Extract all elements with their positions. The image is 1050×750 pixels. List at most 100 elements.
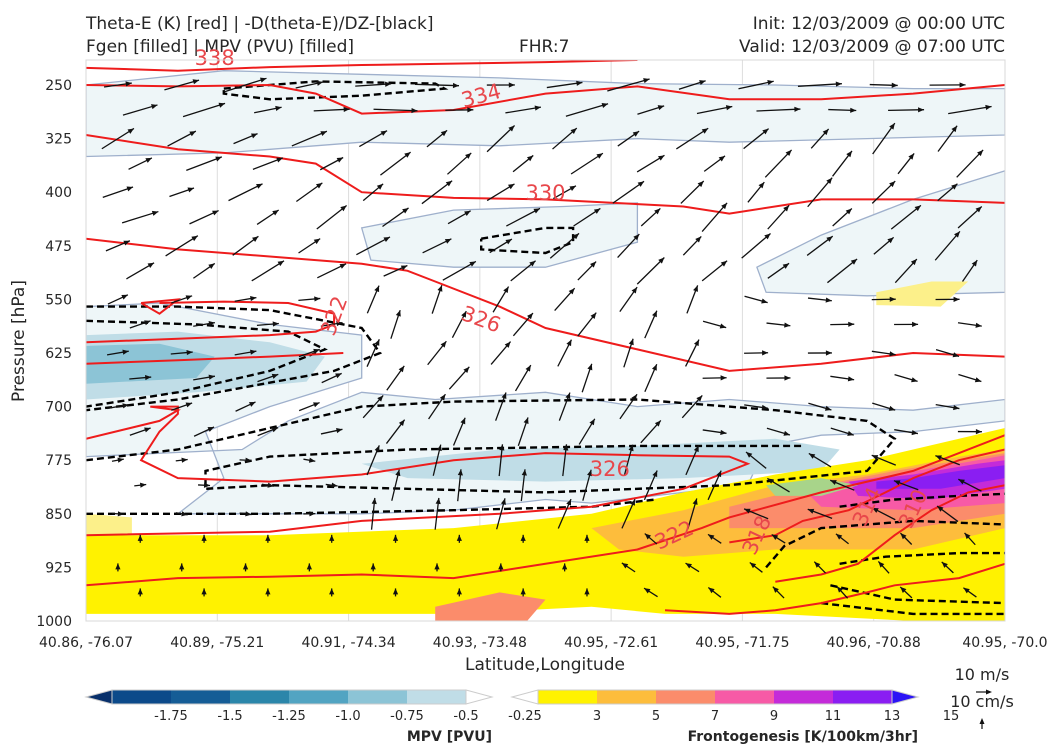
wind-vector-head <box>186 349 193 356</box>
x-axis-ticks: 40.86, -76.07 40.89, -75.21 40.91, -74.34 4… <box>39 635 1048 651</box>
wind-vector-shaft <box>121 210 159 224</box>
wind-vector <box>877 561 890 574</box>
wind-vector <box>392 534 399 543</box>
wind-vector-head <box>891 82 898 88</box>
wind-vector-shaft <box>565 103 609 117</box>
wind-vector-head <box>122 349 129 355</box>
wind-vector <box>254 105 282 114</box>
y-tick-label: 325 <box>45 132 72 148</box>
wind-vector <box>517 417 529 447</box>
wind-vector <box>456 588 462 597</box>
wind-vector-head <box>590 312 597 319</box>
wind-vector-head <box>628 338 634 346</box>
wind-vector-head <box>707 534 715 540</box>
wind-vector-head <box>392 534 399 541</box>
wind-vector <box>832 207 853 227</box>
wind-vector-head <box>654 208 661 215</box>
wind-vector-head <box>657 155 665 161</box>
wind-vector <box>193 374 216 381</box>
wind-vector-head <box>139 482 147 488</box>
wind-vector-head <box>121 294 128 300</box>
wind-vector <box>701 260 728 282</box>
wind-vector <box>392 588 399 597</box>
wind-vector-head <box>192 79 200 85</box>
wind-vector <box>186 156 223 171</box>
wind-vector <box>325 482 338 488</box>
wind-vector <box>643 587 658 598</box>
wind-vector-head <box>914 205 921 212</box>
wind-vector <box>291 130 328 147</box>
wind-vector <box>636 257 665 285</box>
y-axis-label: Pressure [hPa] <box>9 280 29 402</box>
wind-vector-head <box>207 426 215 432</box>
wind-vector-head <box>309 511 316 517</box>
wind-vector <box>486 183 515 202</box>
wind-vector-head <box>499 444 505 451</box>
wind-vector <box>170 349 193 356</box>
y-tick-label: 700 <box>45 400 72 416</box>
wind-vector <box>830 321 855 327</box>
wind-vector <box>680 180 705 204</box>
shaded-region <box>360 202 639 268</box>
wind-vector <box>741 232 771 259</box>
wind-vector-head <box>783 430 790 436</box>
wind-vector <box>871 350 896 357</box>
wind-vector-shaft <box>934 230 961 261</box>
wind-vector-head <box>115 563 121 570</box>
wind-vector-head <box>784 322 791 328</box>
wind-vector <box>744 350 769 356</box>
wind-vector-head <box>651 364 657 371</box>
wind-vector <box>557 498 572 529</box>
theta-e-contour <box>86 134 1005 215</box>
plot-frame <box>85 59 1006 622</box>
wind-vector <box>193 262 216 279</box>
wind-vector-head <box>398 365 405 373</box>
wind-vector-head <box>271 427 279 433</box>
wind-vector <box>807 508 833 519</box>
wind-vector <box>894 429 919 436</box>
wind-vector <box>175 457 188 463</box>
wind-vector-head <box>794 106 801 112</box>
wind-vector <box>963 587 977 598</box>
wind-vector-head <box>762 128 769 135</box>
wind-vector-head <box>685 563 692 569</box>
wind-vector <box>201 588 207 597</box>
wind-vector-head <box>123 240 130 246</box>
wind-vector-head <box>953 296 960 302</box>
wind-vector-shaft <box>612 180 645 204</box>
wind-vector <box>836 586 849 599</box>
wind-vector <box>175 511 188 517</box>
wind-vector <box>179 563 185 572</box>
wind-vector-head <box>137 588 143 595</box>
wind-vector <box>422 238 452 254</box>
wind-vector-head <box>374 285 380 293</box>
wind-vector <box>897 153 915 175</box>
wind-vector-head <box>456 588 462 595</box>
wind-vector-head <box>498 563 504 570</box>
wind-vector <box>505 105 542 114</box>
wind-vector-head <box>563 444 569 451</box>
title-left-line1: Theta-E (K) [red] | -D(theta-E)/DZ-[blac… <box>86 14 434 34</box>
wind-vector-head <box>889 181 896 188</box>
wind-vector <box>686 285 699 314</box>
wind-vector <box>830 375 855 382</box>
wind-vector <box>607 78 650 92</box>
wind-vector <box>520 469 527 502</box>
wind-vector-head <box>847 430 854 436</box>
wind-vector-head <box>189 131 196 137</box>
wind-vector-head <box>313 402 320 408</box>
wind-vector <box>447 210 471 225</box>
colorbar-extend-high <box>465 689 494 705</box>
wind-vector <box>251 260 285 282</box>
wind-vector-head <box>181 457 188 463</box>
wind-vector <box>810 128 830 149</box>
wind-vector-head <box>835 81 842 87</box>
wind-vector <box>489 238 513 254</box>
wind-vector <box>431 284 443 314</box>
wind-vector-head <box>313 238 321 245</box>
wind-vector <box>869 82 898 88</box>
vector-key-vertical: 10 cm/s <box>950 692 1014 711</box>
wind-vector <box>427 340 447 366</box>
wind-vector-head <box>501 392 507 400</box>
